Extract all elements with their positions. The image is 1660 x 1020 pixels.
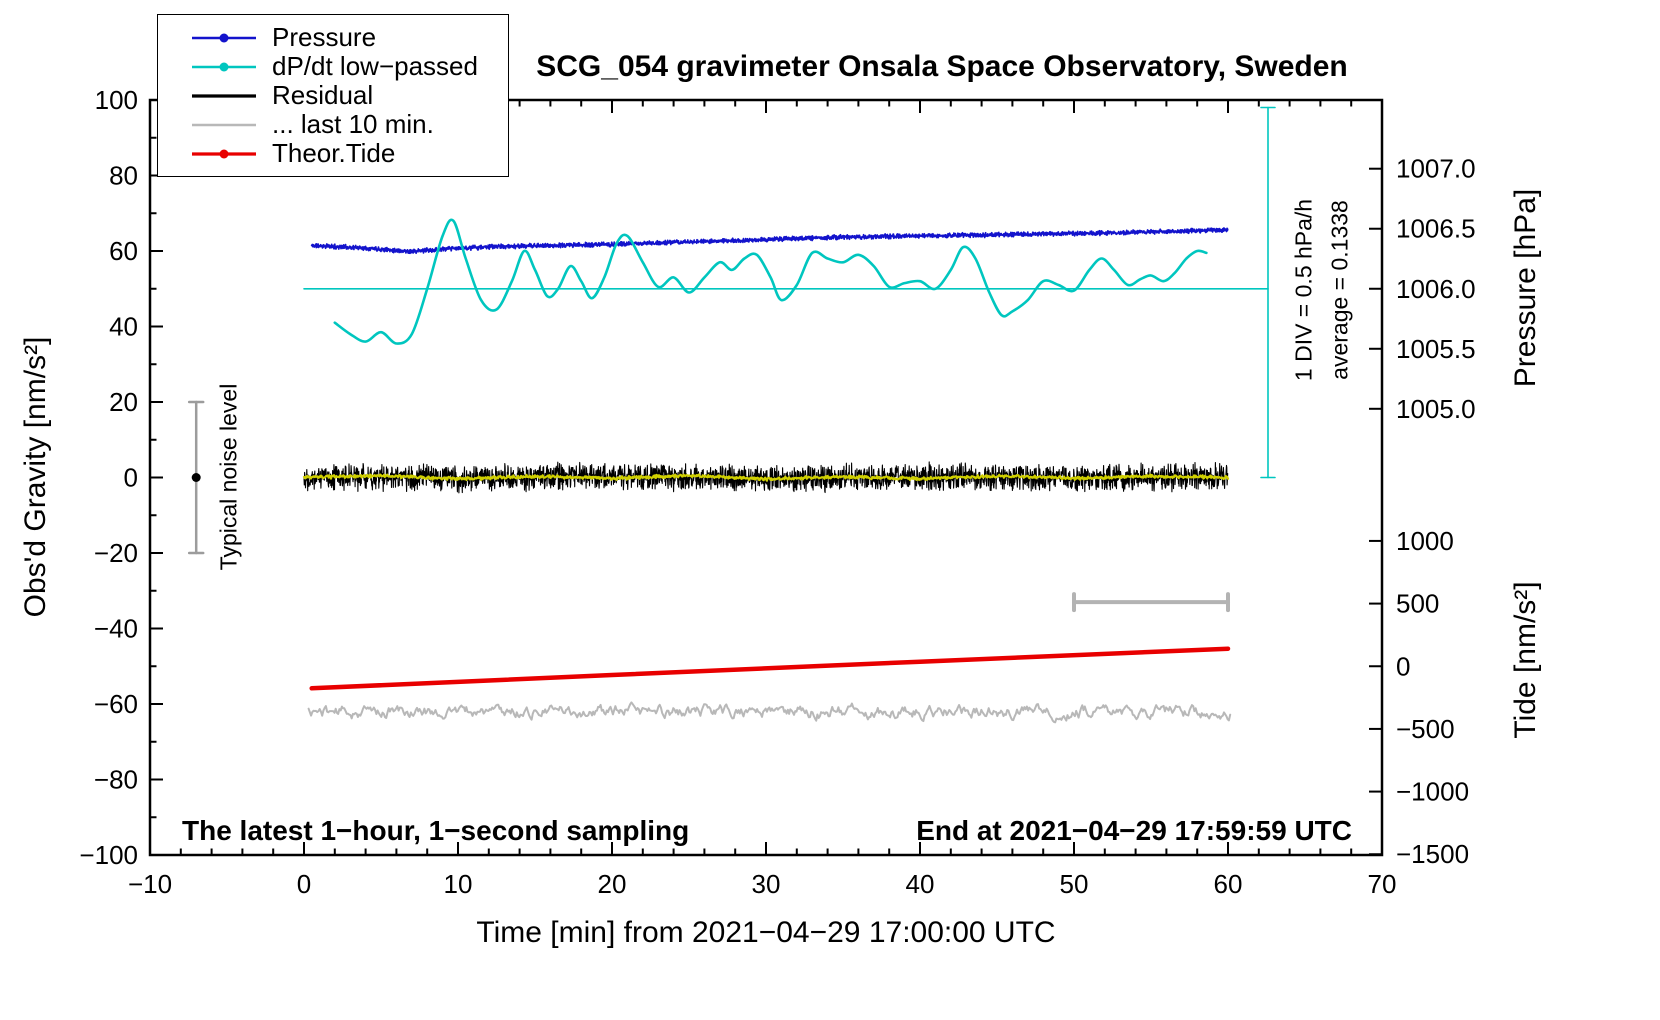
legend-marker-dot — [219, 62, 229, 71]
tick-label: 80 — [109, 161, 138, 191]
legend-item-0: Pressure — [158, 22, 508, 52]
y-axis-label-gravity: Obs'd Gravity [nm/s²] — [19, 336, 52, 618]
tick-label: −20 — [94, 538, 138, 568]
legend-line-sample — [192, 93, 256, 98]
noise-error-bar-dot — [191, 473, 201, 482]
tick-label: 1006.0 — [1396, 274, 1476, 304]
legend-item-1: dP/dt low−passed — [158, 51, 508, 81]
chart-title: SCG_054 gravimeter Onsala Space Observat… — [536, 50, 1348, 83]
legend-line-sample — [192, 149, 256, 158]
tick-label: −40 — [94, 614, 138, 644]
tick-label: 10 — [444, 869, 473, 899]
plot-frame — [148, 98, 1384, 857]
tick-label: 20 — [109, 387, 138, 417]
legend-marker-dot — [219, 149, 229, 158]
tick-label: 40 — [906, 869, 935, 899]
tick-label: −10 — [128, 869, 172, 899]
legend-label: Pressure — [272, 22, 377, 52]
legend-item-2: Residual — [158, 80, 508, 110]
legend-line-sample — [192, 123, 256, 126]
legend-item-3: ... last 10 min. — [158, 109, 508, 139]
legend-label: Residual — [272, 80, 374, 110]
tick-label: −1500 — [1396, 839, 1469, 869]
legend-label: Theor.Tide — [272, 138, 396, 168]
legend-item-4: Theor.Tide — [158, 138, 508, 168]
legend-label: dP/dt low−passed — [272, 51, 478, 81]
legend-marker-dot — [219, 33, 229, 42]
noise-level-annotation: Typical noise level — [215, 383, 242, 571]
tick-label: −1000 — [1396, 777, 1469, 807]
sampling-note: The latest 1−hour, 1−second sampling — [182, 815, 690, 846]
tick-label: 60 — [109, 236, 138, 266]
tick-label: 1005.0 — [1396, 394, 1476, 424]
legend: Pressure dP/dt low−passed Residual... last… — [157, 14, 509, 177]
series-tide — [309, 646, 1231, 691]
tick-label: −500 — [1396, 714, 1455, 744]
div-scale-annotation: 1 DIV = 0.5 hPa/h — [1290, 198, 1317, 382]
legend-label: ... last 10 min. — [272, 109, 434, 139]
tick-label: −100 — [79, 840, 138, 870]
tick-label: 1000 — [1396, 526, 1454, 556]
tick-label: 20 — [598, 869, 627, 899]
y-axis-label-tide: Tide [nm/s²] — [1509, 581, 1542, 739]
tick-label: 100 — [95, 85, 138, 115]
tick-label: 70 — [1368, 869, 1397, 899]
tick-label: 1007.0 — [1396, 154, 1476, 184]
series-pressure — [310, 227, 1229, 255]
tick-label: 40 — [109, 312, 138, 342]
tick-label: −60 — [94, 689, 138, 719]
x-axis-label: Time [min] from 2021−04−29 17:00:00 UTC — [476, 916, 1056, 949]
tick-label: 0 — [297, 869, 311, 899]
tick-label: 60 — [1214, 869, 1243, 899]
series-last10 — [307, 701, 1232, 724]
tick-label: 500 — [1396, 589, 1439, 619]
tick-label: 30 — [752, 869, 781, 899]
y-axis-label-pressure: Pressure [hPa] — [1509, 188, 1542, 388]
average-annotation: average = 0.1338 — [1326, 200, 1353, 380]
tick-label: 50 — [1060, 869, 1089, 899]
tick-label: −80 — [94, 765, 138, 795]
tick-label: 0 — [1396, 651, 1410, 681]
tick-label: 1005.5 — [1396, 334, 1476, 364]
legend-line-sample — [192, 62, 256, 71]
end-time-note: End at 2021−04−29 17:59:59 UTC — [916, 815, 1352, 846]
tick-label: 1006.5 — [1396, 214, 1476, 244]
legend-line-sample — [192, 33, 256, 42]
series-dpdt — [333, 218, 1208, 345]
tick-label: 0 — [124, 463, 138, 493]
series-residual_smoothed — [302, 473, 1230, 482]
